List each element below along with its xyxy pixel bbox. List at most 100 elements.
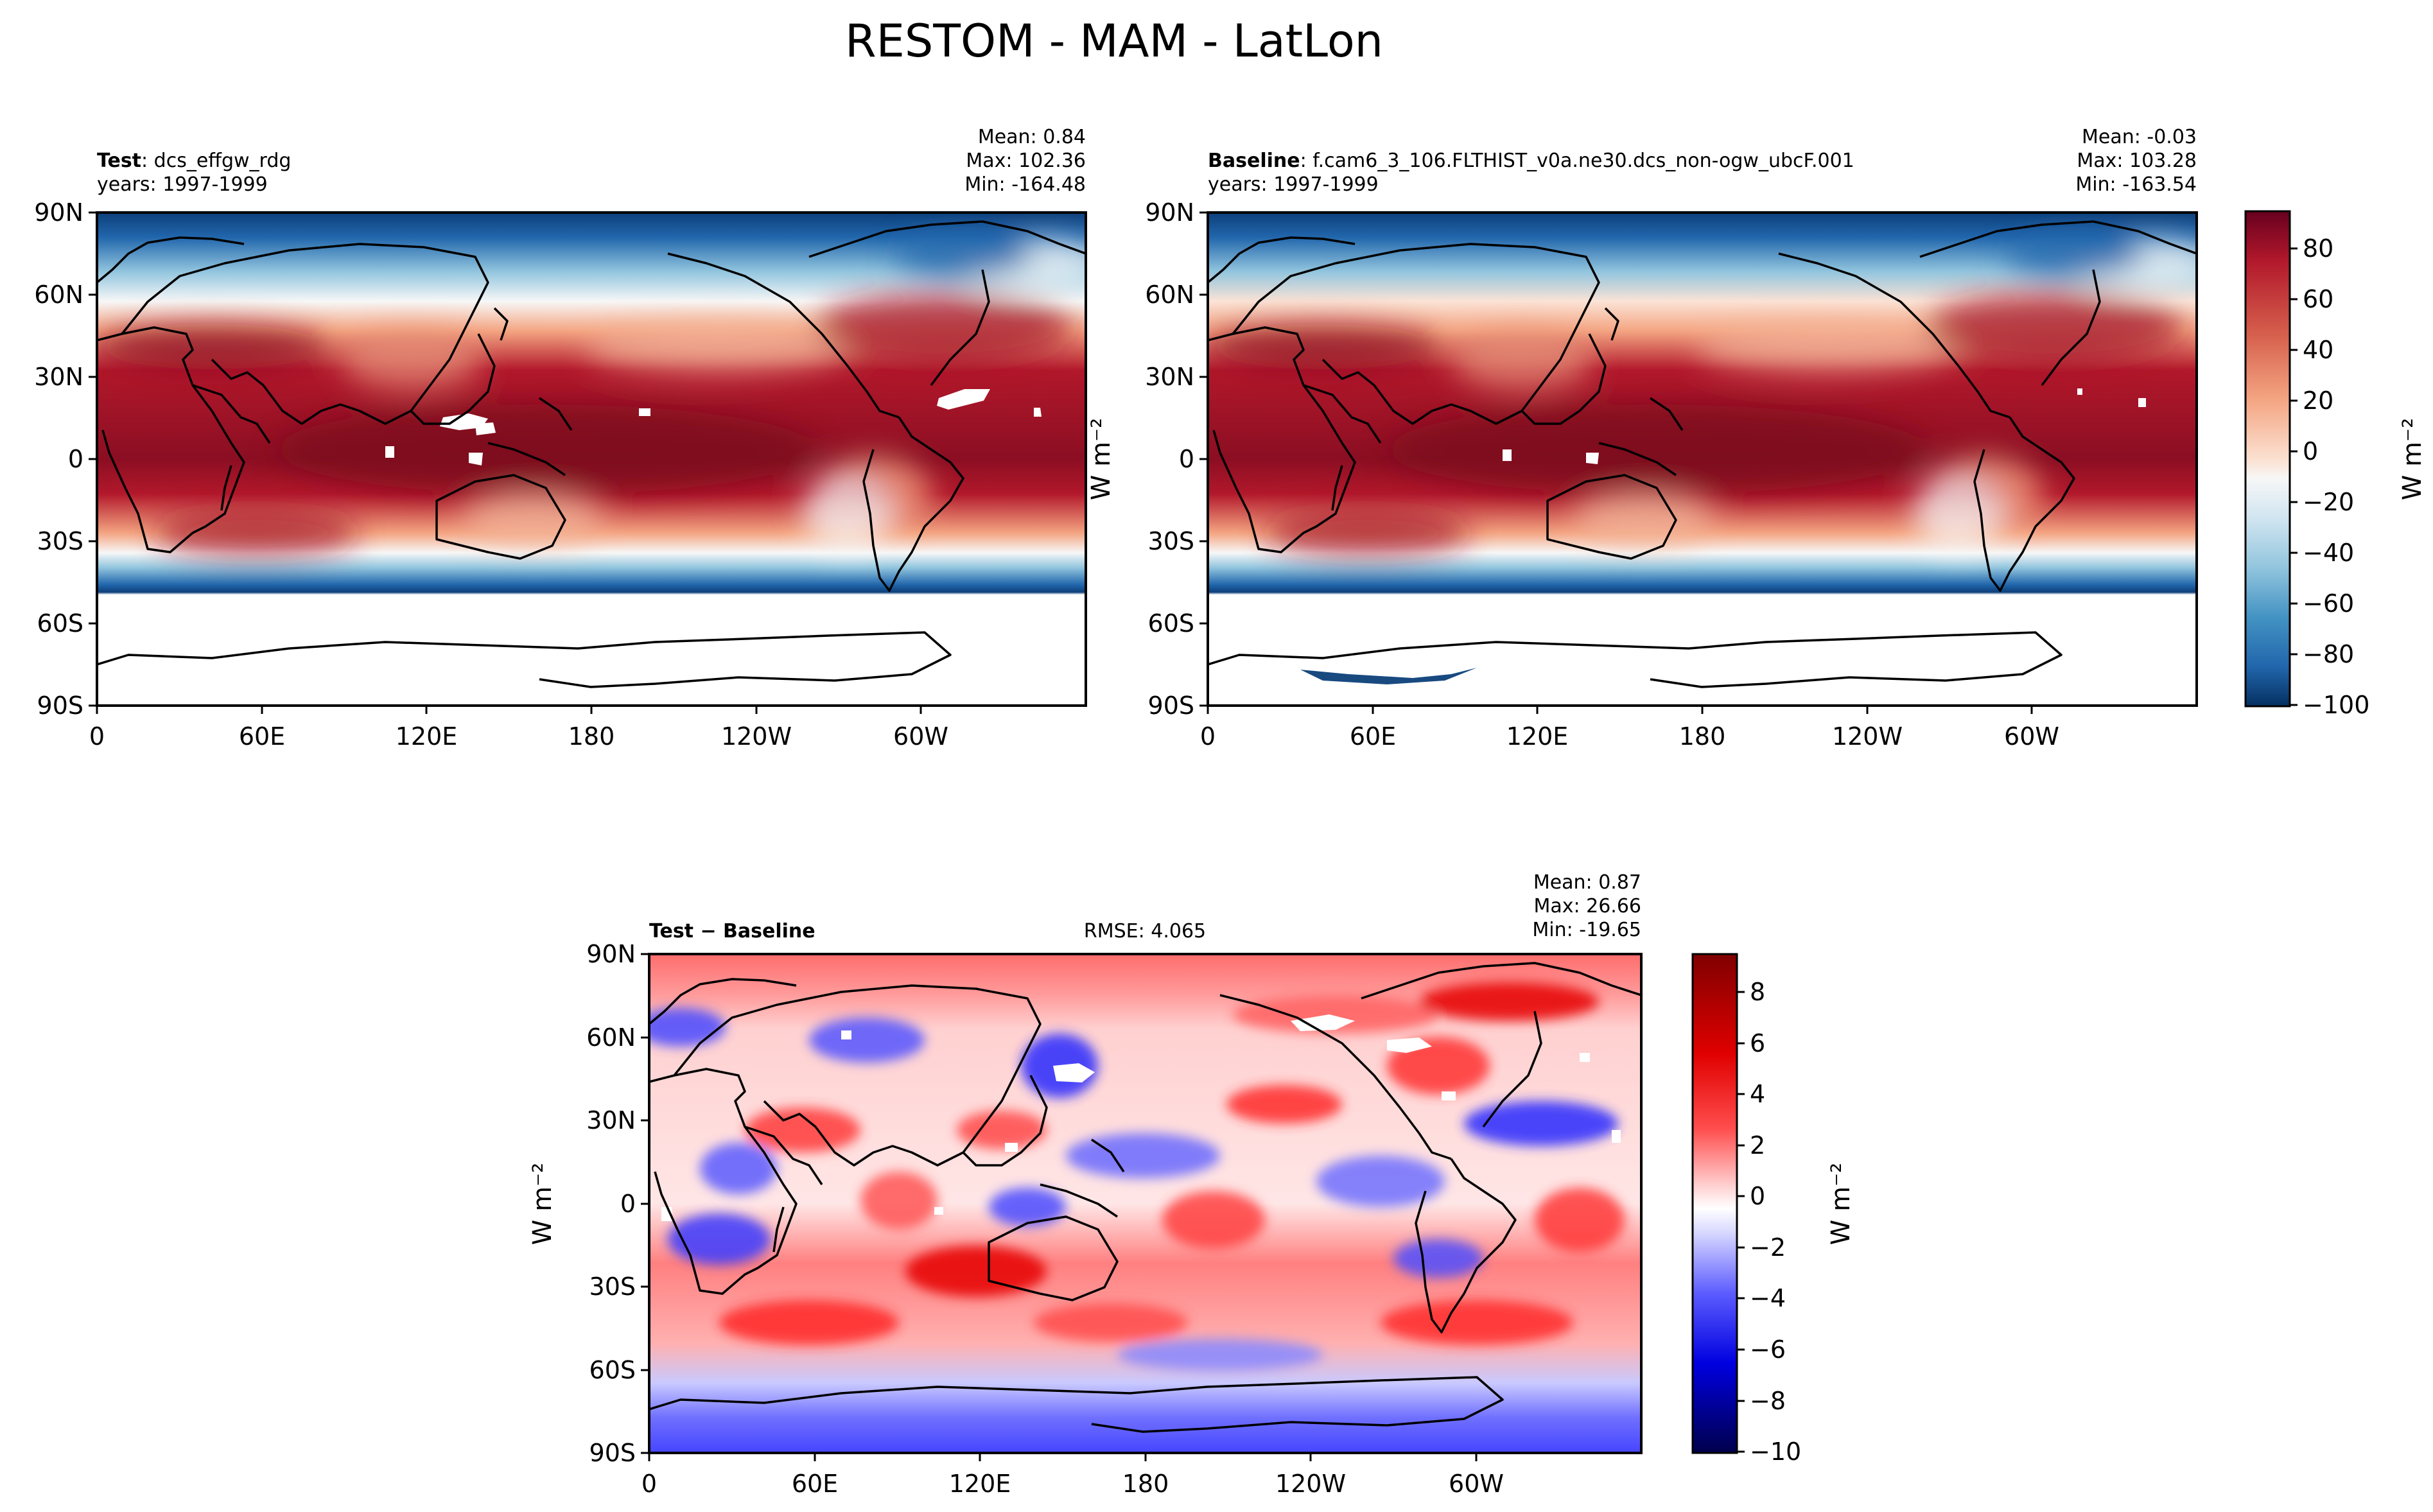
baseline-xtick-label: 60E — [1350, 722, 1396, 751]
colorbar-bottom-swatch — [1691, 953, 1738, 1454]
diff-ytick-label: 90N — [586, 940, 636, 968]
diff-xtick-label: 0 — [641, 1470, 657, 1498]
diff-xtick-label: 120W — [1275, 1470, 1346, 1498]
colorbar-top-label: W m⁻² — [2398, 418, 2427, 500]
colorbar-top-tick-label: −80 — [2303, 640, 2354, 668]
test-max: Max: 102.36 — [966, 150, 1086, 172]
test-ytick-label: 30N — [34, 363, 83, 391]
baseline-ytick-label: 30N — [1145, 363, 1194, 391]
baseline-ylabel: W m⁻² — [1086, 418, 1116, 500]
test-map-field — [97, 213, 1086, 706]
colorbar-top-tick-label: −60 — [2303, 589, 2354, 618]
colorbar-bottom-tick-label: 8 — [1750, 978, 1765, 1006]
colorbar-top-tick-label: −40 — [2303, 539, 2354, 567]
colorbar-bottom: 8 6 4 2 0 −2 −4 −6 −8 −10 W m⁻² — [1691, 953, 1856, 1466]
colorbar-bottom-tick-label: −2 — [1750, 1233, 1786, 1262]
diff-yticks — [641, 953, 649, 1454]
baseline-xticks — [1207, 706, 2033, 714]
test-yticks — [89, 211, 97, 707]
colorbar-bottom-tick-label: −6 — [1750, 1335, 1786, 1364]
colorbar-bottom-ticks — [1737, 991, 1745, 1453]
test-xtick-label: 120W — [721, 722, 792, 751]
diff-ytick-label: 30S — [589, 1273, 636, 1301]
colorbar-top-tick-label: −100 — [2303, 691, 2369, 719]
baseline-years: years: 1997-1999 — [1208, 173, 1379, 196]
diff-mean: Mean: 0.87 — [1533, 871, 1641, 894]
test-label-rest: : dcs_effgw_rdg — [141, 150, 291, 172]
panel-difference: Test − Baseline RMSE: 4.065 Mean: 0.87 M… — [528, 871, 1643, 1498]
baseline-ytick-label: 90S — [1148, 691, 1194, 720]
test-mean: Mean: 0.84 — [978, 126, 1086, 148]
diff-ylabel: W m⁻² — [528, 1163, 557, 1245]
diff-map-field — [649, 954, 1641, 1453]
colorbar-bottom-tick-label: 6 — [1750, 1029, 1765, 1057]
colorbar-bottom-tick-label: −4 — [1750, 1284, 1786, 1312]
baseline-map-field — [1208, 213, 2197, 706]
test-xtick-label: 180 — [568, 722, 615, 751]
colorbar-bottom-tick-label: 4 — [1750, 1080, 1765, 1108]
colorbar-top-tick-label: 0 — [2303, 437, 2318, 465]
baseline-coastlines — [1208, 220, 2197, 688]
colorbar-bottom-label: W m⁻² — [1826, 1163, 1856, 1245]
test-xtick-label: 120E — [396, 722, 458, 751]
baseline-xtick-label: 0 — [1200, 722, 1216, 751]
diff-ytick-label: 90S — [589, 1439, 636, 1467]
diff-ytick-label: 60S — [589, 1356, 636, 1384]
colorbar-top-swatch — [2244, 210, 2291, 708]
baseline-xtick-label: 60W — [2004, 722, 2059, 751]
baseline-min: Min: -163.54 — [2075, 173, 2197, 196]
baseline-mean: Mean: -0.03 — [2082, 126, 2197, 148]
colorbar-top-ticks — [2290, 247, 2298, 706]
diff-ytick-label: 0 — [620, 1190, 636, 1218]
diff-min: Min: -19.65 — [1532, 919, 1641, 941]
diff-xtick-label: 60W — [1449, 1470, 1504, 1498]
diff-rmse: RMSE: 4.065 — [1084, 920, 1206, 943]
diff-ytick-label: 30N — [586, 1106, 636, 1134]
panel-baseline: Baseline: f.cam6_3_106.FLTHIST_v0a.ne30.… — [1086, 126, 2198, 751]
test-xtick-label: 0 — [89, 722, 105, 751]
diff-ytick-label: 60N — [586, 1023, 636, 1052]
test-min: Min: -164.48 — [964, 173, 1086, 196]
test-xtick-label: 60E — [239, 722, 285, 751]
test-ytick-label: 60S — [37, 609, 83, 638]
test-xticks — [96, 706, 922, 714]
diff-coastlines — [649, 962, 1641, 1433]
baseline-xtick-label: 120W — [1832, 722, 1903, 751]
baseline-ytick-label: 30S — [1148, 527, 1194, 555]
baseline-label: Baseline: f.cam6_3_106.FLTHIST_v0a.ne30.… — [1208, 150, 1854, 172]
panel-test: Test: dcs_effgw_rdg years: 1997-1999 Mea… — [34, 126, 1087, 751]
diff-xtick-label: 60E — [792, 1470, 838, 1498]
baseline-xtick-label: 120E — [1506, 722, 1569, 751]
test-ytick-label: 90S — [37, 691, 83, 720]
baseline-ytick-label: 90N — [1145, 198, 1194, 227]
figure-title: RESTOM - MAM - LatLon — [845, 15, 1383, 67]
diff-label: Test − Baseline — [649, 920, 815, 943]
baseline-ytick-label: 0 — [1179, 445, 1194, 473]
diff-xtick-label: 120E — [949, 1470, 1011, 1498]
baseline-ytick-label: 60N — [1145, 281, 1194, 309]
test-label-bold: Test — [97, 150, 141, 172]
colorbar-bottom-tick-label: −8 — [1750, 1387, 1786, 1415]
test-coastlines — [97, 220, 1086, 688]
colorbar-bottom-tick-label: 0 — [1750, 1182, 1765, 1210]
baseline-label-bold: Baseline — [1208, 150, 1300, 172]
colorbar-top-tick-label: −20 — [2303, 488, 2354, 516]
test-years: years: 1997-1999 — [97, 173, 268, 196]
test-ytick-label: 0 — [68, 445, 83, 473]
test-label: Test: dcs_effgw_rdg — [97, 150, 291, 172]
colorbar-bottom-tick-label: −10 — [1750, 1438, 1801, 1466]
baseline-label-rest: : f.cam6_3_106.FLTHIST_v0a.ne30.dcs_non-… — [1300, 150, 1854, 172]
baseline-yticks — [1199, 211, 1208, 707]
colorbar-top: 80 60 40 20 0 −20 −40 −60 −80 −100 W m⁻² — [2244, 210, 2427, 719]
test-ytick-label: 30S — [37, 527, 83, 555]
colorbar-bottom-tick-label: 2 — [1750, 1131, 1765, 1160]
diff-xtick-label: 180 — [1122, 1470, 1169, 1498]
diff-xticks — [648, 1453, 1478, 1461]
colorbar-top-tick-label: 20 — [2303, 387, 2333, 415]
colorbar-top-tick-label: 40 — [2303, 336, 2333, 364]
test-ytick-label: 60N — [34, 281, 83, 309]
colorbar-top-tick-label: 80 — [2303, 234, 2333, 263]
colorbar-top-tick-label: 60 — [2303, 285, 2333, 313]
test-xtick-label: 60W — [893, 722, 948, 751]
